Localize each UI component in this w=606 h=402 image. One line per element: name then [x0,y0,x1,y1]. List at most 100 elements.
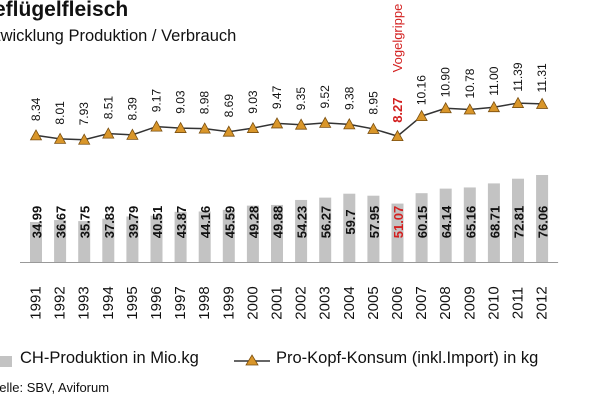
line-marker-1992 [53,132,67,144]
bar-2009 [463,187,476,262]
line-label-2004: 9.38 [342,86,356,110]
bar-label-1991: 34.99 [30,206,45,239]
line-label-2003: 9.52 [318,85,332,109]
bar-label-2001: 49.88 [271,206,286,239]
bar-2003 [319,197,332,262]
line-marker-2011 [511,96,525,108]
line-label-1997: 9.03 [174,90,188,114]
bar-label-1996: 40.51 [150,206,165,239]
annotation-vogelgrippe: Vogelgrippe [390,4,405,73]
x-tick-2007: 2007 [413,286,430,319]
bar-label-2006: 51.07 [391,206,406,239]
bar-label-1998: 44.16 [198,206,213,239]
bar-label-1994: 37.83 [102,206,117,239]
bar-1996 [150,215,163,262]
x-tick-2002: 2002 [293,286,310,319]
bar-1993 [78,221,91,262]
line-marker-2004 [343,118,356,130]
bar-2010 [487,183,500,262]
line-marker-2006 [391,129,404,142]
x-tick-2009: 2009 [461,286,478,319]
legend-bar-label: CH-Produktion in Mio.kg [20,349,199,367]
chart-subtitle: twicklung Produktion / Verbrauch [0,27,237,45]
line-marker-2007 [415,109,428,122]
bar-label-2012: 76.06 [536,206,551,239]
source-note: uelle: SBV, Aviforum [0,380,110,395]
bar-label-1993: 35.75 [78,206,93,239]
line-marker-2012 [535,97,549,109]
x-tick-1992: 1992 [52,286,69,319]
bar-2007 [415,193,428,262]
line-label-1991: 8.34 [29,97,43,121]
bar-label-1997: 43.87 [174,206,189,239]
line-label-2001: 9.47 [270,85,284,109]
line-marker-1993 [78,133,91,145]
line-label-1993: 7.93 [77,102,91,126]
line-label-2002: 9.35 [294,87,308,111]
bar-label-2008: 64.14 [439,205,454,238]
line-label-2005: 8.95 [366,91,380,115]
bar-2002 [295,199,308,262]
x-tick-2004: 2004 [341,286,358,319]
x-tick-2005: 2005 [365,286,382,319]
bar-label-2009: 65.16 [463,206,478,239]
bar-label-2007: 60.15 [415,206,430,239]
line-label-1996: 9.17 [150,89,164,113]
bar-label-1999: 45.59 [222,206,237,239]
line-label-2000: 9.03 [246,90,260,114]
bar-1992 [54,220,67,262]
x-tick-1991: 1991 [28,286,45,319]
x-tick-1998: 1998 [196,286,213,319]
line-marker-2001 [270,117,284,129]
bar-2008 [439,188,452,262]
line-marker-2003 [319,116,332,128]
bar-2001 [271,204,283,262]
x-tick-2010: 2010 [485,286,502,319]
line-marker-2005 [367,122,380,134]
line-marker-2010 [487,100,501,113]
bar-label-1995: 39.79 [126,206,141,239]
line-marker-1997 [174,121,187,133]
line-label-1998: 8.98 [198,91,212,115]
x-tick-1993: 1993 [76,286,93,319]
legend-line-swatch [234,354,270,366]
line-marker-2009 [463,103,476,115]
line-marker-1994 [102,127,115,139]
bar-label-2002: 54.23 [295,206,310,239]
line-marker-2000 [246,121,260,133]
bar-2004 [343,193,356,262]
line-marker-1995 [126,128,139,140]
line-marker-1996 [150,120,163,132]
line-marker-1991 [29,129,43,141]
x-tick-2011: 2011 [510,287,527,319]
bar-2005 [367,195,380,262]
bar-2006 [391,203,404,262]
line-label-2006: 8.27 [390,97,405,122]
legend-line-label: Pro-Kopf-Konsum (inkl.Import) in kg [276,349,539,367]
bar-1998 [198,211,211,262]
line-label-1999: 8.69 [222,94,236,118]
line-label-2010: 11.00 [487,66,501,95]
legend: CH-Produktion in Mio.kg Pro-Kopf-Konsum … [0,349,606,371]
bar-label-2011: 72.81 [512,206,527,239]
line-label-1992: 8.01 [53,101,67,125]
line-label-2012: 11.31 [535,63,549,92]
bar-2011 [512,178,524,262]
x-tick-1999: 1999 [220,286,237,319]
x-tick-2000: 2000 [244,286,261,319]
bar-label-2003: 56.27 [319,206,334,239]
bar-2000 [246,205,259,262]
line-marker-1999 [222,125,235,137]
legend-bar-swatch [0,356,12,367]
line-label-2008: 10.90 [439,67,453,97]
x-tick-1995: 1995 [124,286,141,319]
line-label-2009: 10.78 [463,68,477,98]
bar-1997 [174,211,187,262]
x-tick-1996: 1996 [148,286,165,319]
line-marker-2008 [439,101,452,114]
line-label-2007: 10.16 [415,75,429,105]
line-marker-1998 [198,122,211,134]
bar-1999 [222,209,235,262]
x-tick-2012: 2012 [534,286,551,319]
chart-title: eflügelfleisch [0,0,129,21]
